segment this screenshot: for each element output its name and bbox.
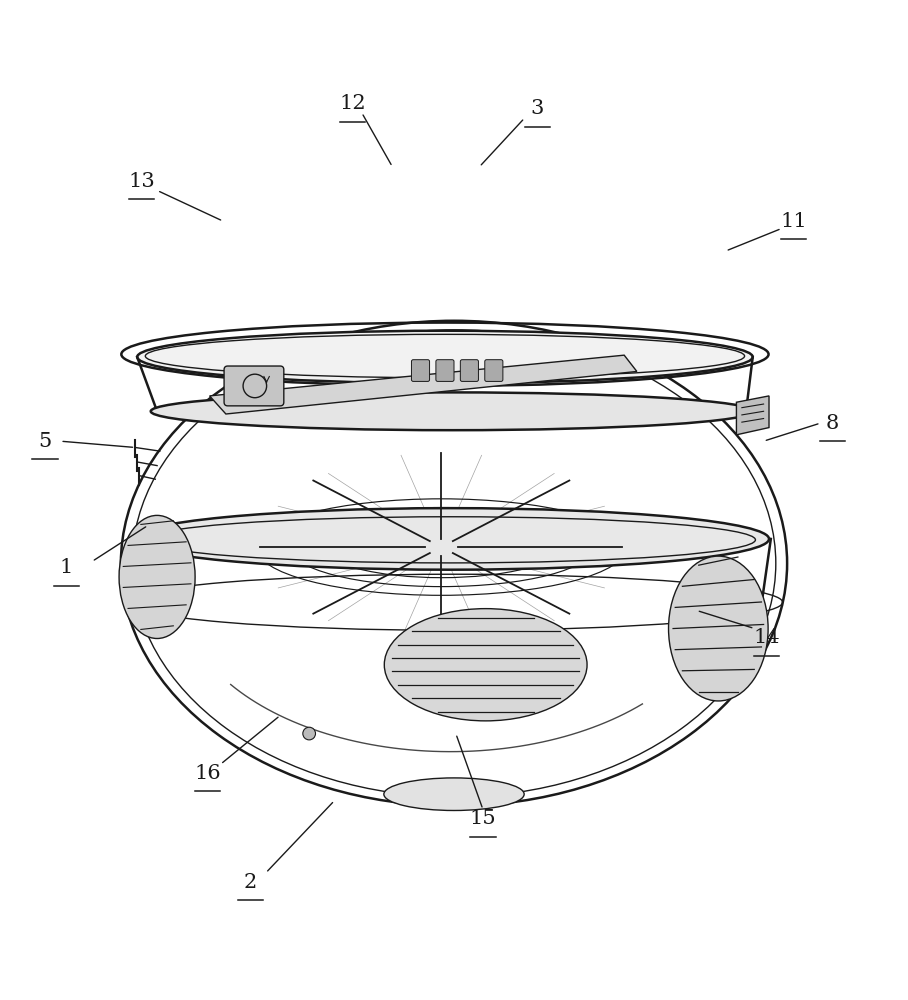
Text: 8: 8 xyxy=(825,414,839,433)
Text: 13: 13 xyxy=(128,172,155,191)
Ellipse shape xyxy=(151,392,754,430)
Ellipse shape xyxy=(132,508,769,570)
Text: 11: 11 xyxy=(780,212,807,231)
Text: 12: 12 xyxy=(340,94,366,113)
Text: 14: 14 xyxy=(753,628,780,647)
Text: 1: 1 xyxy=(60,558,74,577)
FancyBboxPatch shape xyxy=(411,360,429,381)
Text: 5: 5 xyxy=(38,432,52,451)
FancyBboxPatch shape xyxy=(460,360,479,381)
FancyBboxPatch shape xyxy=(224,366,284,406)
Text: 16: 16 xyxy=(194,764,221,783)
Text: 3: 3 xyxy=(530,99,544,118)
Text: 15: 15 xyxy=(469,809,497,828)
Text: 2: 2 xyxy=(243,873,257,892)
Circle shape xyxy=(303,727,315,740)
Polygon shape xyxy=(210,355,637,414)
Ellipse shape xyxy=(384,778,524,810)
Ellipse shape xyxy=(119,515,195,638)
FancyBboxPatch shape xyxy=(436,360,454,381)
Ellipse shape xyxy=(137,331,753,383)
Polygon shape xyxy=(736,396,769,435)
Ellipse shape xyxy=(668,556,768,701)
Ellipse shape xyxy=(384,609,587,721)
FancyBboxPatch shape xyxy=(485,360,503,381)
